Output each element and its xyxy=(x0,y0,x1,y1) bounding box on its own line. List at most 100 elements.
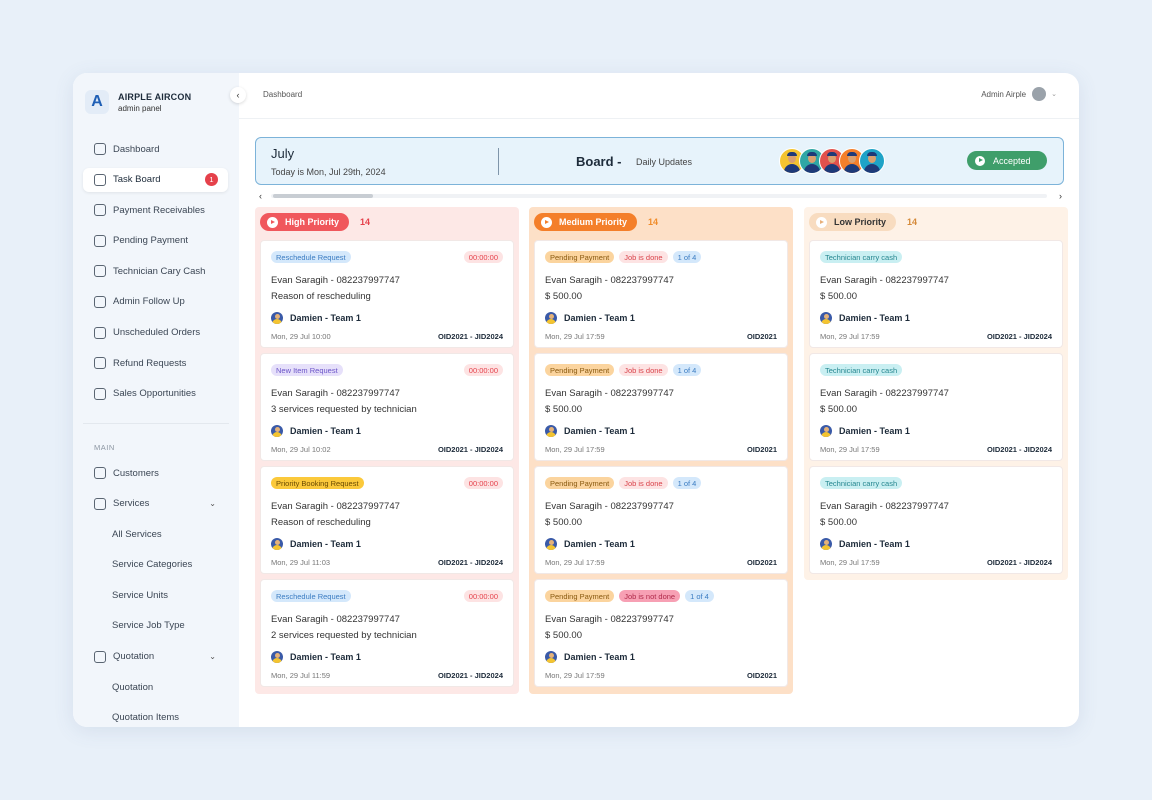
technician-figure-icon xyxy=(864,152,880,173)
follow-up-icon xyxy=(94,295,106,308)
sidebar-item-dashboard[interactable]: Dashboard xyxy=(83,137,228,161)
order-ids: OID2021 - JID2024 xyxy=(437,332,503,341)
task-card[interactable]: Technician carry cash Evan Saragih - 0822… xyxy=(809,466,1063,574)
technician-head xyxy=(868,154,876,163)
technician-avatar-icon xyxy=(545,651,557,663)
column-label: Medium Priority xyxy=(559,217,628,227)
sidebar-item-technician-cary-cash[interactable]: Technician Cary Cash xyxy=(83,259,228,283)
sidebar-divider xyxy=(83,423,229,424)
detail-line: 2 services requested by technician xyxy=(271,630,417,641)
sidebar-item-label: Pending Payment xyxy=(113,235,188,247)
card-date: Mon, 29 Jul 11:03 xyxy=(271,558,331,567)
task-card[interactable]: Pending Payment Job is done 1 of 4 Evan Sar… xyxy=(534,466,788,574)
order-ids: OID2021 xyxy=(746,445,777,454)
sidebar-item-quotation[interactable]: Quotation xyxy=(83,675,228,699)
technician-head xyxy=(788,154,796,163)
progress-tag: 1 of 4 xyxy=(672,251,702,263)
technician-figure-icon xyxy=(804,152,820,173)
collapse-sidebar-button[interactable]: ‹ xyxy=(230,87,246,103)
card-date: Mon, 29 Jul 17:59 xyxy=(820,332,880,341)
assignee-name: Damien - Team 1 xyxy=(564,313,635,323)
task-card[interactable]: Technician carry cash Evan Saragih - 0822… xyxy=(809,240,1063,348)
technician-avatar xyxy=(859,148,885,174)
assignee: Damien - Team 1 xyxy=(271,425,503,437)
column-count: 14 xyxy=(360,217,371,227)
card-footer: Mon, 29 Jul 17:59 OID2021 - JID2024 xyxy=(820,558,1052,567)
sidebar-item-service-categories[interactable]: Service Categories xyxy=(83,553,228,577)
airple-logo-icon: A xyxy=(85,90,109,114)
task-card[interactable]: New Item Request 00:00:00 Evan Saragih - 0… xyxy=(260,353,514,461)
scroll-right-icon[interactable]: › xyxy=(1059,191,1062,201)
detail-line: Reason of rescheduling xyxy=(271,517,371,528)
task-card[interactable]: Pending Payment Job is done 1 of 4 Evan Sar… xyxy=(534,353,788,461)
sidebar-item-quotation-items[interactable]: Quotation Items xyxy=(83,706,228,727)
box-icon xyxy=(94,497,106,510)
low-priority-pill[interactable]: Low Priority xyxy=(809,213,897,231)
card-footer: Mon, 29 Jul 17:59 OID2021 - JID2024 xyxy=(820,332,1052,341)
app-window: A AIRPLE AIRCON admin panel Dashboard Ta… xyxy=(73,73,1079,727)
technician-avatar-icon xyxy=(545,312,557,324)
technician-cap xyxy=(827,152,837,156)
column-label: Low Priority xyxy=(834,217,887,227)
breadcrumb[interactable]: Dashboard xyxy=(263,90,303,99)
order-ids: OID2021 - JID2024 xyxy=(986,445,1052,454)
order-ids: OID2021 - JID2024 xyxy=(986,332,1052,341)
user-menu[interactable]: Admin Airple ⌄ xyxy=(981,87,1057,101)
request-type-tag: Reschedule Request xyxy=(271,251,351,263)
sidebar-item-task-board[interactable]: Task Board 1 xyxy=(83,167,228,192)
task-card[interactable]: Priority Booking Request 00:00:00 Evan Sar… xyxy=(260,466,514,574)
sidebar-item-refund-requests[interactable]: Refund Requests xyxy=(83,351,228,375)
card-footer: Mon, 29 Jul 17:59 OID2021 xyxy=(545,445,777,454)
order-ids: OID2021 - JID2024 xyxy=(437,445,503,454)
card-footer: Mon, 29 Jul 17:59 OID2021 - JID2024 xyxy=(820,445,1052,454)
board-scrollbar[interactable]: ‹ › xyxy=(255,191,1064,201)
card-footer: Mon, 29 Jul 17:59 OID2021 xyxy=(545,558,777,567)
task-card[interactable]: Reschedule Request 00:00:00 Evan Saragih -… xyxy=(260,579,514,687)
sidebar-item-label: Dashboard xyxy=(113,143,160,155)
detail-line: $ 500.00 xyxy=(820,404,857,415)
scroll-thumb[interactable] xyxy=(273,194,373,198)
brand[interactable]: A AIRPLE AIRCON admin panel xyxy=(85,90,191,114)
sidebar-item-label: Task Board xyxy=(113,174,161,186)
sidebar-item-customers[interactable]: Customers xyxy=(83,461,228,485)
scroll-left-icon[interactable]: ‹ xyxy=(259,191,262,201)
task-card[interactable]: Technician carry cash Evan Saragih - 0822… xyxy=(809,353,1063,461)
medium-priority-pill[interactable]: Medium Priority xyxy=(534,213,638,231)
card-date: Mon, 29 Jul 17:59 xyxy=(545,332,605,341)
accepted-status-button[interactable]: Accepted xyxy=(967,151,1047,170)
high-priority-pill[interactable]: High Priority xyxy=(260,213,350,231)
accepted-label: Accepted xyxy=(993,155,1031,166)
detail-line: Reason of rescheduling xyxy=(271,291,371,302)
sidebar-item-label: Quotation xyxy=(112,681,154,693)
board-subtitle: Daily Updates xyxy=(636,157,693,167)
detail-line: $ 500.00 xyxy=(820,517,857,528)
technician-avatar-icon xyxy=(271,312,283,324)
task-card[interactable]: Pending Payment Job is done 1 of 4 Evan Sar… xyxy=(534,240,788,348)
sidebar-item-services[interactable]: Services ⌄ xyxy=(83,492,228,516)
job-status-tag: Job is done xyxy=(619,364,668,376)
sidebar-item-all-services[interactable]: All Services xyxy=(83,522,228,546)
sidebar-item-label: Technician Cary Cash xyxy=(113,265,206,277)
team-avatars[interactable] xyxy=(779,148,885,174)
topbar: Dashboard Admin Airple ⌄ xyxy=(239,73,1079,119)
high-priority-column: High Priority 14 Reschedule Request 00:00… xyxy=(255,207,519,694)
sidebar-item-sales-opportunities[interactable]: Sales Opportunities xyxy=(83,382,228,406)
order-ids: OID2021 - JID2024 xyxy=(986,558,1052,567)
progress-tag: 1 of 4 xyxy=(672,364,702,376)
sidebar-item-payment-receivables[interactable]: Payment Receivables xyxy=(83,198,228,222)
sidebar-item-unscheduled-orders[interactable]: Unscheduled Orders xyxy=(83,321,228,345)
sidebar-item-quotation-group[interactable]: Quotation ⌄ xyxy=(83,645,228,669)
request-type-tag: Technician carry cash xyxy=(820,364,903,376)
task-card[interactable]: Reschedule Request 00:00:00 Evan Saragih -… xyxy=(260,240,514,348)
sidebar-item-label: Customers xyxy=(113,467,159,479)
scroll-track[interactable] xyxy=(271,194,1047,198)
sidebar-item-admin-follow-up[interactable]: Admin Follow Up xyxy=(83,290,228,314)
sidebar-item-label: Service Units xyxy=(112,589,168,601)
sidebar-item-pending-payment[interactable]: Pending Payment xyxy=(83,229,228,253)
sidebar-item-service-units[interactable]: Service Units xyxy=(83,583,228,607)
sidebar-item-label: All Services xyxy=(112,528,162,540)
header-divider xyxy=(498,148,499,175)
sidebar-item-service-job-type[interactable]: Service Job Type xyxy=(83,614,228,638)
task-card[interactable]: Pending Payment Job is not done 1 of 4 Evan… xyxy=(534,579,788,687)
detail-line: $ 500.00 xyxy=(820,291,857,302)
